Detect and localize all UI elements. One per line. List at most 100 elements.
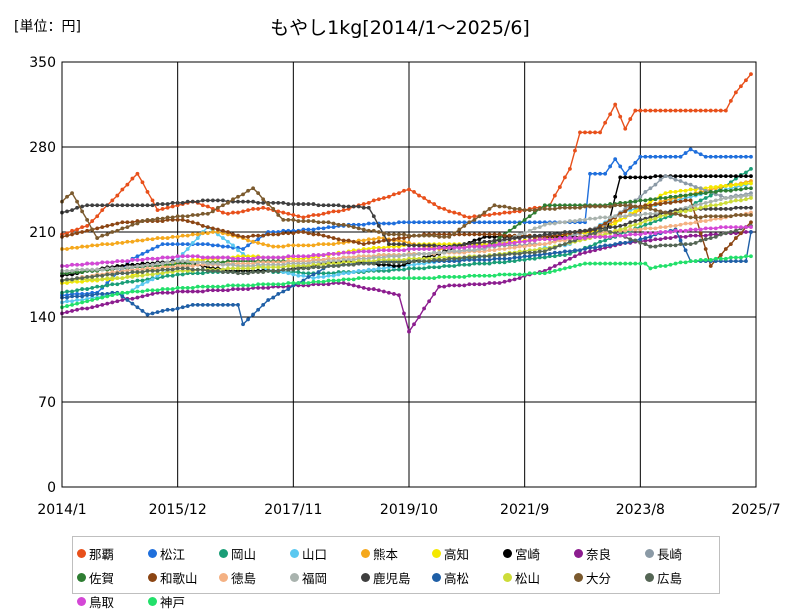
data-point	[366, 267, 371, 272]
data-point	[115, 203, 120, 208]
data-point	[321, 220, 326, 225]
data-point	[231, 266, 235, 271]
legend-item: 奈良	[574, 541, 645, 565]
data-point	[125, 298, 130, 302]
data-point	[452, 275, 457, 279]
data-point	[733, 187, 738, 192]
data-point	[542, 242, 547, 247]
data-point	[266, 255, 271, 260]
series-line	[61, 73, 752, 236]
data-point	[728, 259, 733, 264]
data-point	[698, 186, 703, 191]
data-point	[331, 225, 336, 230]
data-point	[613, 225, 618, 230]
data-point	[140, 251, 145, 256]
data-point	[407, 329, 411, 334]
data-point	[547, 251, 552, 256]
data-point	[301, 281, 306, 285]
data-point	[256, 255, 261, 260]
data-point	[502, 272, 507, 277]
data-point	[241, 199, 245, 204]
data-point	[160, 287, 165, 291]
data-point	[708, 236, 713, 240]
data-point	[492, 253, 497, 257]
data-point	[115, 241, 120, 245]
data-point	[703, 237, 708, 242]
data-point	[467, 248, 472, 253]
data-point	[542, 207, 547, 211]
data-point	[286, 287, 291, 291]
legend-marker	[432, 572, 441, 582]
data-point	[618, 224, 623, 228]
data-point	[195, 260, 200, 265]
data-point	[236, 210, 240, 215]
data-point	[573, 264, 577, 268]
data-point	[578, 248, 582, 253]
legend-marker	[645, 572, 654, 582]
data-point	[678, 193, 683, 198]
data-point	[497, 211, 502, 216]
data-point	[502, 237, 507, 242]
data-point	[427, 199, 432, 204]
data-point	[311, 279, 316, 284]
data-point	[678, 238, 683, 243]
data-point	[407, 259, 411, 264]
data-point	[442, 275, 447, 279]
data-point	[145, 190, 150, 194]
data-point	[633, 204, 638, 209]
data-point	[467, 273, 472, 278]
data-point	[527, 214, 532, 219]
data-point	[497, 281, 502, 285]
data-point	[120, 220, 125, 225]
data-point	[346, 250, 351, 255]
data-point	[708, 193, 713, 198]
data-point	[552, 203, 557, 208]
data-point	[583, 130, 587, 135]
data-point	[95, 203, 100, 208]
data-point	[693, 108, 698, 113]
data-point	[160, 261, 165, 266]
data-point	[472, 244, 477, 249]
data-point	[583, 247, 587, 251]
data-point	[432, 220, 437, 225]
legend-label: 熊本	[373, 546, 399, 562]
data-point	[145, 293, 150, 298]
data-point	[200, 255, 205, 260]
data-point	[412, 276, 416, 281]
data-point	[588, 249, 592, 254]
data-point	[608, 204, 613, 209]
data-point	[462, 214, 467, 219]
data-point	[638, 175, 643, 180]
data-point	[115, 266, 120, 271]
data-point	[683, 234, 688, 239]
data-point	[95, 277, 100, 282]
data-point	[432, 233, 437, 238]
data-point	[175, 289, 180, 294]
data-point	[633, 213, 638, 217]
data-point	[658, 209, 663, 214]
data-point	[517, 207, 522, 211]
data-point	[397, 293, 401, 298]
data-point	[85, 299, 90, 304]
data-point	[683, 108, 688, 113]
data-point	[100, 267, 105, 272]
data-point	[321, 226, 326, 231]
data-point	[321, 242, 326, 247]
data-point	[723, 256, 728, 261]
data-point	[356, 261, 361, 266]
data-point	[331, 221, 336, 226]
data-point	[341, 281, 346, 285]
data-point	[678, 154, 683, 159]
data-point	[573, 230, 577, 234]
data-point	[688, 215, 693, 220]
data-point	[256, 237, 261, 242]
data-point	[140, 258, 145, 262]
data-point	[321, 253, 326, 257]
data-point	[291, 202, 296, 206]
data-point	[497, 247, 502, 251]
data-point	[457, 220, 462, 225]
data-point	[140, 294, 145, 299]
data-point	[105, 283, 110, 288]
data-point	[698, 238, 703, 243]
